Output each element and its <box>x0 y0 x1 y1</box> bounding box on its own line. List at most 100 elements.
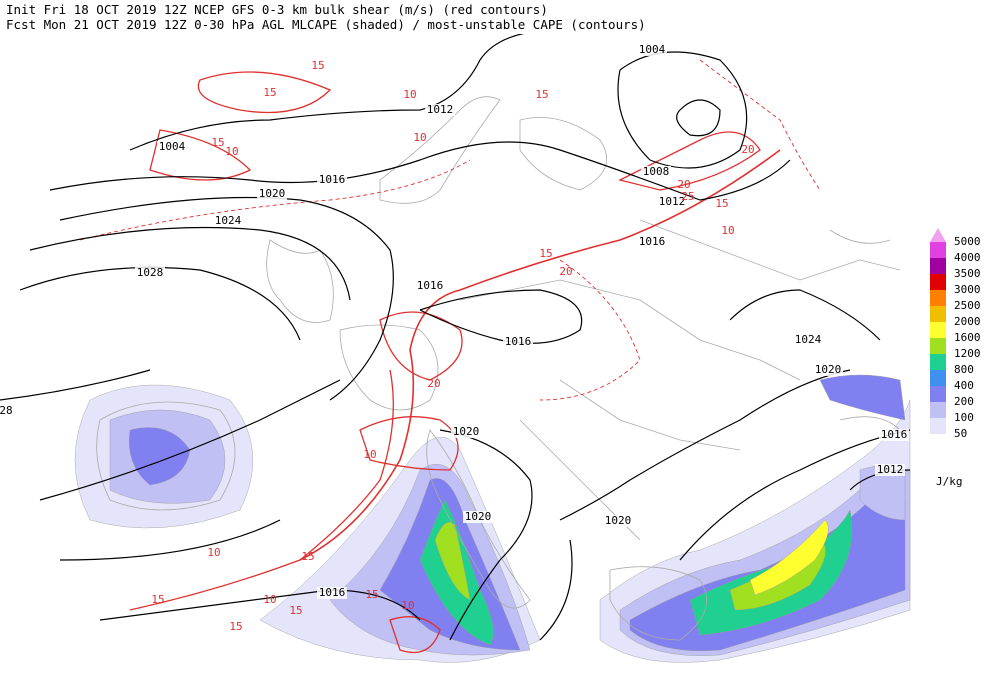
shear-label: 10 <box>401 599 414 612</box>
legend-swatch <box>930 274 946 290</box>
shear-label: 10 <box>403 88 416 101</box>
label-bg <box>503 336 533 348</box>
shear-contours <box>79 59 821 654</box>
isobar-label: 1016 <box>319 173 346 186</box>
shear-label: 20 <box>559 265 572 278</box>
label-bg <box>317 587 347 599</box>
legend-label: 50 <box>954 427 967 440</box>
legend-label: 100 <box>954 411 974 424</box>
legend-swatch <box>930 370 946 386</box>
label-bg <box>317 174 347 186</box>
shear-label: 15 <box>301 550 314 563</box>
label-bg <box>641 166 671 178</box>
legend-units: J/kg <box>936 475 963 488</box>
shear-label: 10 <box>225 145 238 158</box>
legend-swatch <box>930 338 946 354</box>
legend-label: 400 <box>954 379 974 392</box>
isobar-label: 1024 <box>215 214 242 227</box>
isobar-label: 1020 <box>453 425 480 438</box>
shear-label: 15 <box>211 136 224 149</box>
isobar-label: 1008 <box>643 165 670 178</box>
isobar-label: 1020 <box>465 510 492 523</box>
shear-label: 25 <box>681 190 694 203</box>
isobar-label: 1016 <box>639 235 666 248</box>
cape-area <box>749 519 829 596</box>
shear-label: 10 <box>263 593 276 606</box>
isobar-label: 1020 <box>605 514 632 527</box>
label-bg <box>603 515 633 527</box>
legend-cap <box>930 228 946 242</box>
legend-label: 3500 <box>954 267 981 280</box>
shear-label: 15 <box>539 247 552 260</box>
legend-label: 4000 <box>954 251 981 264</box>
label-bg <box>157 141 187 153</box>
shear-label: 15 <box>263 86 276 99</box>
legend: 5000 4000 3500 3000 2500 2000 1600 1200 800 400 20… <box>930 228 981 440</box>
label-bg <box>0 405 21 417</box>
legend-swatch <box>930 290 946 306</box>
legend-label: 1600 <box>954 331 981 344</box>
legend-swatch <box>930 386 946 402</box>
shear-label: 10 <box>413 131 426 144</box>
isobar-label: 1012 <box>427 103 454 116</box>
shear-label: 15 <box>535 88 548 101</box>
label-bg <box>637 236 667 248</box>
label-bg <box>879 429 909 441</box>
isobar-label: 1004 <box>159 140 186 153</box>
shear-label: 15 <box>365 588 378 601</box>
shear-label: 15 <box>715 197 728 210</box>
header-line2: Fcst Mon 21 OCT 2019 12Z 0-30 hPa AGL ML… <box>6 17 646 32</box>
shear-label: 15 <box>229 620 242 633</box>
label-bg <box>875 464 905 476</box>
label-bg <box>451 426 481 438</box>
legend-label: 3000 <box>954 283 981 296</box>
isobars <box>0 29 911 641</box>
legend-label: 800 <box>954 363 974 376</box>
legend-swatch <box>930 306 946 322</box>
legend-label: 200 <box>954 395 974 408</box>
legend-label: 5000 <box>954 235 981 248</box>
isobar-label: 1016 <box>319 586 346 599</box>
header-bg <box>0 0 1000 34</box>
shear-label: 20 <box>427 377 440 390</box>
label-bg <box>813 364 843 376</box>
legend-swatch <box>930 402 946 418</box>
label-bg <box>657 196 687 208</box>
legend-swatch <box>930 242 946 258</box>
cape-area <box>819 374 906 421</box>
isobar-label: 1012 <box>877 463 904 476</box>
label-bg <box>637 44 667 56</box>
shear-label: 15 <box>289 604 302 617</box>
cape-area <box>129 427 191 486</box>
label-bg <box>463 511 493 523</box>
isobar-label: 1028 <box>137 266 164 279</box>
shear-label: 10 <box>207 546 220 559</box>
shear-label: 10 <box>363 448 376 461</box>
legend-label: 2000 <box>954 315 981 328</box>
header-line1: Init Fri 18 OCT 2019 12Z NCEP GFS 0-3 km… <box>6 2 548 17</box>
label-bg <box>257 188 287 200</box>
legend-label: 2500 <box>954 299 981 312</box>
isobar-label: 1004 <box>639 43 666 56</box>
label-bg <box>793 334 823 346</box>
contour-labels: 1004100410121008101210161016102010241028… <box>0 43 909 633</box>
isobar-label: 1016 <box>417 279 444 292</box>
label-bg <box>415 280 445 292</box>
shear-label: 20 <box>741 143 754 156</box>
cape-shading <box>74 374 911 663</box>
cape-area <box>434 521 471 601</box>
legend-swatch <box>930 354 946 370</box>
shear-label: 15 <box>151 593 164 606</box>
legend-swatch <box>930 418 946 434</box>
isobar-label: 1016 <box>505 335 532 348</box>
label-bg <box>135 267 165 279</box>
shear-label: 15 <box>311 59 324 72</box>
shear-label: 20 <box>677 178 690 191</box>
isobar-label: 1020 <box>259 187 286 200</box>
label-bg <box>213 215 243 227</box>
legend-swatch <box>930 258 946 274</box>
legend-label: 1200 <box>954 347 981 360</box>
label-bg <box>425 104 455 116</box>
isobar-label: 1016 <box>881 428 908 441</box>
